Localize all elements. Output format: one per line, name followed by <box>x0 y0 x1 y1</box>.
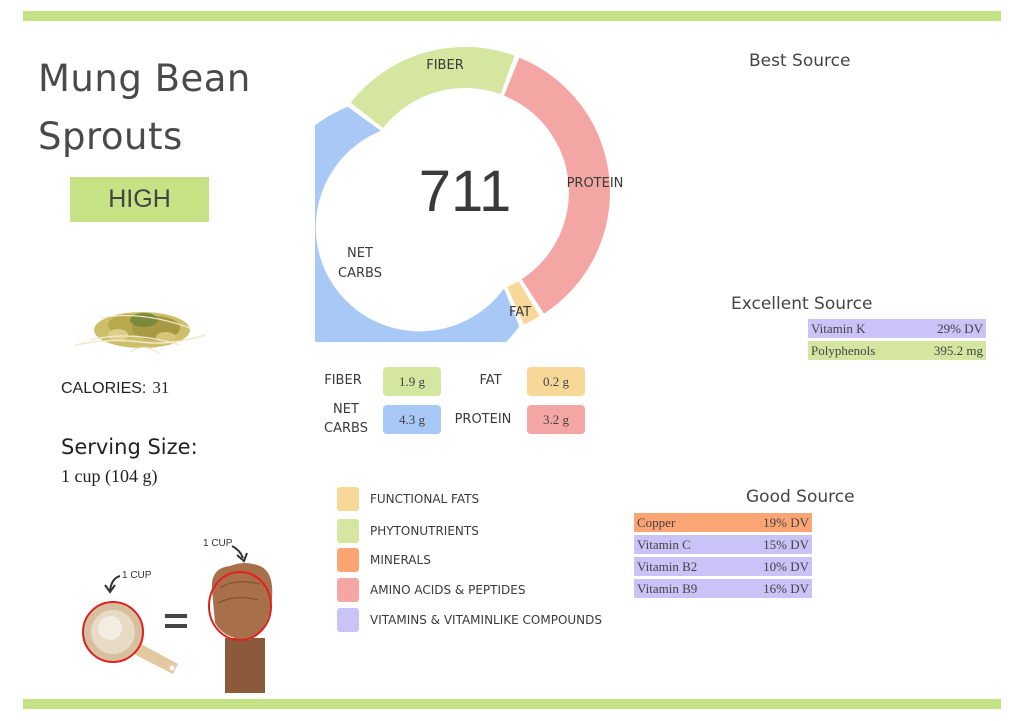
legend-label: FUNCTIONAL FATS <box>370 492 480 506</box>
bottom-accent-bar <box>23 699 1001 709</box>
macro-label-fat: FAT <box>479 373 502 388</box>
nutrient-value: 29% DV <box>937 320 983 336</box>
legend-item-vitamins: VITAMINS & VITAMINLIKE COMPOUNDS <box>337 608 602 632</box>
nutrient-row-vitamin-k: Vitamin K 29% DV <box>808 319 986 338</box>
legend-item-minerals: MINERALS <box>337 548 431 572</box>
nutrient-name: Vitamin B2 <box>637 558 698 574</box>
donut-segment-fat <box>507 281 540 325</box>
nutrient-name: Vitamin C <box>637 536 691 552</box>
legend-item-amino-acids: AMINO ACIDS & PEPTIDES <box>337 578 525 602</box>
nutrient-name: Vitamin K <box>811 320 866 336</box>
macro-label-carbs: CARBS <box>324 421 368 436</box>
legend-swatch-minerals <box>337 548 359 572</box>
donut-label-net-carbs: NET CARBS <box>330 244 390 284</box>
donut-label-fat: FAT <box>508 305 532 320</box>
macro-label-net: NET <box>333 402 359 417</box>
top-accent-bar <box>23 11 1001 21</box>
calories-value: 31 <box>152 378 170 397</box>
donut-segment-net-carbs <box>315 106 520 342</box>
legend-swatch-functional-fats <box>337 487 359 511</box>
donut-label-protein: PROTEIN <box>566 176 624 191</box>
food-title: Mung Bean Sprouts <box>38 50 251 166</box>
macro-value-fat: 0.2 g <box>527 367 585 396</box>
legend-item-functional-fats: FUNCTIONAL FATS <box>337 487 479 511</box>
macro-label-fiber: FIBER <box>324 373 362 388</box>
calories-label: CALORIES: <box>61 380 147 397</box>
donut-label-fiber: FIBER <box>426 58 464 73</box>
nutrient-value: 10% DV <box>763 558 809 574</box>
macro-donut-chart <box>315 46 610 342</box>
food-title-line1: Mung Bean <box>38 57 251 100</box>
donut-segment-protein <box>504 57 610 314</box>
legend-label: PHYTONUTRIENTS <box>370 524 479 538</box>
nutrient-row-vitamin-c: Vitamin C 15% DV <box>634 535 812 554</box>
food-title-line2: Sprouts <box>38 115 183 158</box>
nutrient-row-vitamin-b2: Vitamin B2 10% DV <box>634 557 812 576</box>
cup-label: 1 CUP <box>122 570 152 581</box>
legend-item-phytonutrients: PHYTONUTRIENTS <box>337 519 479 543</box>
donut-center-value: 711 <box>418 159 512 224</box>
nutrient-value: 19% DV <box>763 514 809 530</box>
nutrient-name: Copper <box>637 514 676 530</box>
rating-badge: HIGH <box>70 177 209 222</box>
macro-value-protein: 3.2 g <box>527 405 585 434</box>
serving-size-value: 1 cup (104 g) <box>61 466 158 486</box>
nutrient-row-vitamin-b9: Vitamin B9 16% DV <box>634 579 812 598</box>
nutrient-name: Vitamin B9 <box>637 580 698 596</box>
macro-label-net-carbs: NET CARBS <box>318 400 374 438</box>
nutrient-row-polyphenols: Polyphenols 395.2 mg <box>808 341 986 360</box>
nutrient-value: 395.2 mg <box>933 342 983 358</box>
legend-label: VITAMINS & VITAMINLIKE COMPOUNDS <box>370 613 603 627</box>
fist-label: 1 CUP <box>203 538 233 549</box>
macro-label-protein: PROTEIN <box>454 412 512 427</box>
serving-visual: 1 CUP 1 CUP = <box>60 528 290 698</box>
macro-value-fiber: 1.9 g <box>383 367 441 396</box>
good-source-heading: Good Source <box>746 487 855 507</box>
serving-size-heading: Serving Size: <box>61 435 198 459</box>
excellent-source-heading: Excellent Source <box>731 294 873 314</box>
legend-swatch-phytonutrients <box>337 519 359 543</box>
macro-value-net-carbs: 4.3 g <box>383 405 441 434</box>
legend-label: AMINO ACIDS & PEPTIDES <box>370 583 526 597</box>
nutrient-name: Polyphenols <box>811 342 876 358</box>
measuring-cup-equals-fist-icon <box>82 545 273 693</box>
legend-swatch-amino-acids <box>337 578 359 602</box>
nutrient-value: 16% DV <box>763 580 809 596</box>
nutrient-row-copper: Copper 19% DV <box>634 513 812 532</box>
donut-label-net: NET <box>347 246 373 261</box>
mung-bean-sprouts-photo-icon <box>74 312 206 355</box>
donut-segment-fiber <box>350 46 515 128</box>
donut-label-carbs: CARBS <box>338 266 382 281</box>
calories: CALORIES: 31 <box>61 378 169 398</box>
legend-label: MINERALS <box>370 553 431 567</box>
best-source-heading: Best Source <box>749 51 851 71</box>
legend-swatch-vitamins <box>337 608 359 632</box>
nutrient-value: 15% DV <box>763 536 809 552</box>
